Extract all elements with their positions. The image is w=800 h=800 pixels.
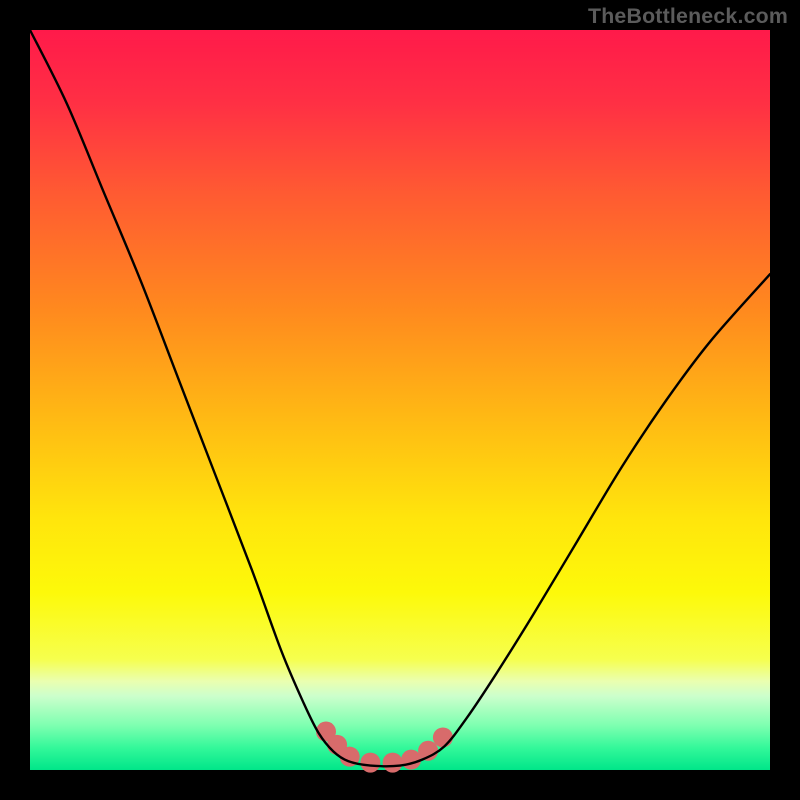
plot-background <box>30 30 770 770</box>
marker-dot <box>360 753 380 773</box>
watermark-text: TheBottleneck.com <box>588 4 788 29</box>
marker-dot <box>383 753 403 773</box>
chart-svg <box>0 0 800 800</box>
marker-dot <box>401 750 421 770</box>
chart-frame: TheBottleneck.com <box>0 0 800 800</box>
marker-dot <box>433 727 453 747</box>
